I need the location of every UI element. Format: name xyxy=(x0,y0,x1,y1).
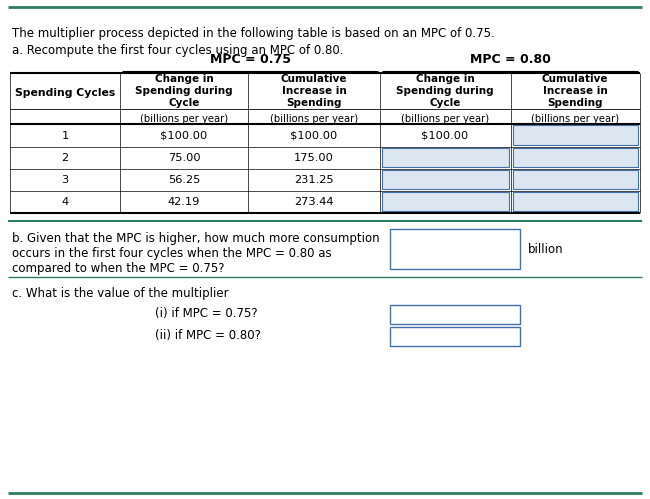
Text: 75.00: 75.00 xyxy=(168,153,200,163)
Text: 2: 2 xyxy=(62,153,68,163)
Text: Spending Cycles: Spending Cycles xyxy=(15,88,115,98)
Text: billion: billion xyxy=(528,243,564,255)
Text: Change in
Spending during
Cycle: Change in Spending during Cycle xyxy=(135,74,233,108)
Text: 175.00: 175.00 xyxy=(294,153,334,163)
Text: (ii) if MPC = 0.80?: (ii) if MPC = 0.80? xyxy=(155,329,261,342)
Text: (billions per year): (billions per year) xyxy=(140,114,228,124)
Text: Change in
Spending during
Cycle: Change in Spending during Cycle xyxy=(396,74,494,108)
Text: (i) if MPC = 0.75?: (i) if MPC = 0.75? xyxy=(155,307,257,320)
Text: The multiplier process depicted in the following table is based on an MPC of 0.7: The multiplier process depicted in the f… xyxy=(12,27,495,40)
Text: a. Recompute the first four cycles using an MPC of 0.80.: a. Recompute the first four cycles using… xyxy=(12,44,343,57)
Bar xyxy=(390,327,520,346)
Text: MPC = 0.75: MPC = 0.75 xyxy=(209,53,291,66)
Text: MPC = 0.80: MPC = 0.80 xyxy=(469,53,551,66)
Bar xyxy=(382,148,509,167)
Bar xyxy=(513,192,638,211)
Text: 4: 4 xyxy=(62,197,68,207)
Text: Cumulative
Increase in
Spending: Cumulative Increase in Spending xyxy=(541,74,608,108)
Text: Cumulative
Increase in
Spending: Cumulative Increase in Spending xyxy=(281,74,347,108)
Text: (billions per year): (billions per year) xyxy=(401,114,489,124)
Text: 42.19: 42.19 xyxy=(168,197,200,207)
Text: b. Given that the MPC is higher, how much more consumption
occurs in the first f: b. Given that the MPC is higher, how muc… xyxy=(12,232,380,275)
Text: (billions per year): (billions per year) xyxy=(531,114,619,124)
Text: 3: 3 xyxy=(61,175,69,185)
Bar xyxy=(390,229,520,269)
Text: 231.25: 231.25 xyxy=(294,175,334,185)
Text: $100.00: $100.00 xyxy=(161,131,207,141)
Text: 1: 1 xyxy=(61,131,69,141)
Bar xyxy=(513,125,638,145)
Bar xyxy=(382,192,509,211)
Text: $100.00: $100.00 xyxy=(291,131,337,141)
Text: (billions per year): (billions per year) xyxy=(270,114,358,124)
Text: 273.44: 273.44 xyxy=(294,197,333,207)
Text: $100.00: $100.00 xyxy=(421,131,469,141)
Bar xyxy=(390,305,520,324)
Bar xyxy=(382,170,509,189)
Bar xyxy=(513,170,638,189)
Text: 56.25: 56.25 xyxy=(168,175,200,185)
Bar xyxy=(513,148,638,167)
Text: c. What is the value of the multiplier: c. What is the value of the multiplier xyxy=(12,287,229,300)
